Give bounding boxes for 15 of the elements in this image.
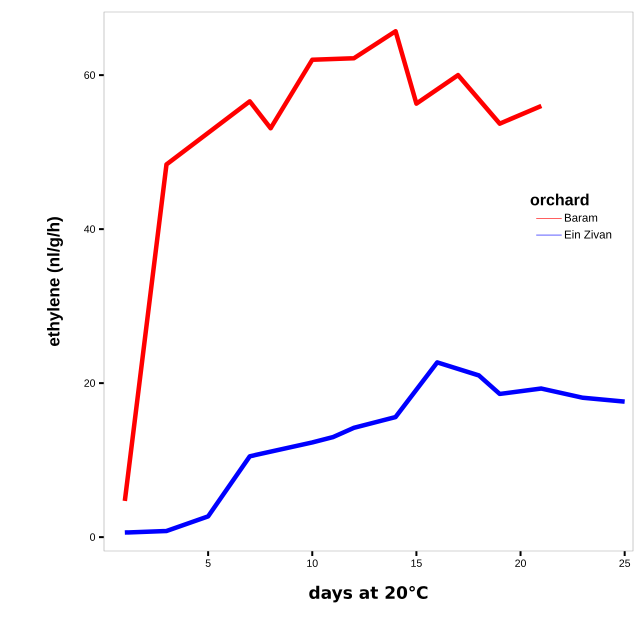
y-tick-label: 40 bbox=[84, 225, 96, 233]
y-axis-title: ethylene (nl/g/h) bbox=[47, 217, 63, 346]
legend-label: Baram bbox=[564, 214, 598, 222]
x-axis-title: days at 20℃ bbox=[309, 586, 428, 602]
x-tick-label: 20 bbox=[515, 560, 526, 567]
line-series bbox=[122, 360, 627, 535]
x-tick-label: 10 bbox=[307, 560, 318, 567]
x-tick-label: 15 bbox=[411, 560, 422, 567]
x-tick-label: 5 bbox=[206, 560, 211, 567]
legend-title: orchard bbox=[530, 194, 589, 206]
y-tick-label: 20 bbox=[84, 379, 96, 387]
legend-label: Ein Zivan bbox=[564, 230, 612, 239]
y-tick-label: 60 bbox=[84, 71, 96, 79]
x-tick-label: 25 bbox=[619, 560, 630, 567]
y-tick-label: 0 bbox=[90, 533, 96, 541]
